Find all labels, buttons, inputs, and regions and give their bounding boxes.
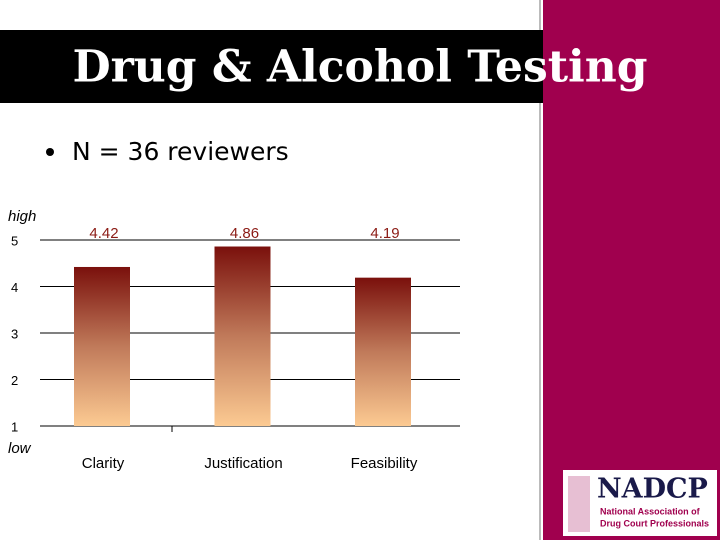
title-banner: [0, 30, 543, 103]
x-tick-label: Feasibility: [351, 455, 418, 472]
y-tick-label: 2: [11, 373, 18, 388]
logo-line: Drug Court Professionals: [600, 518, 709, 528]
x-tick-label: Justification: [204, 455, 282, 472]
y-tick-label: 5: [11, 233, 18, 248]
logo-icon: [568, 476, 590, 532]
side-panel: [543, 0, 720, 540]
y-tick-label: 1: [11, 419, 18, 434]
bullet-text: N = 36 reviewers: [72, 137, 289, 166]
logo-box: [563, 470, 717, 536]
value-label: 4.42: [89, 225, 118, 242]
logo-name: NADCP: [597, 474, 708, 505]
y-tick-label: 3: [11, 326, 18, 341]
bar: [214, 246, 271, 426]
bar: [355, 277, 411, 426]
slide-title: Drug & Alcohol Testing: [72, 42, 647, 93]
bar: [74, 266, 130, 426]
x-tick-label: Clarity: [82, 455, 125, 472]
chart: 1 2 3 4 5 high low 4.42 Clarity 4.86 Justification…: [8, 208, 460, 472]
bullet-dot: [46, 148, 54, 156]
axis-annotation: high: [8, 208, 36, 225]
axis-annotation: low: [8, 440, 32, 457]
value-label: 4.86: [230, 225, 259, 242]
logo-line: National Association of: [600, 506, 701, 516]
y-tick-label: 4: [11, 280, 18, 295]
value-label: 4.19: [370, 225, 399, 242]
